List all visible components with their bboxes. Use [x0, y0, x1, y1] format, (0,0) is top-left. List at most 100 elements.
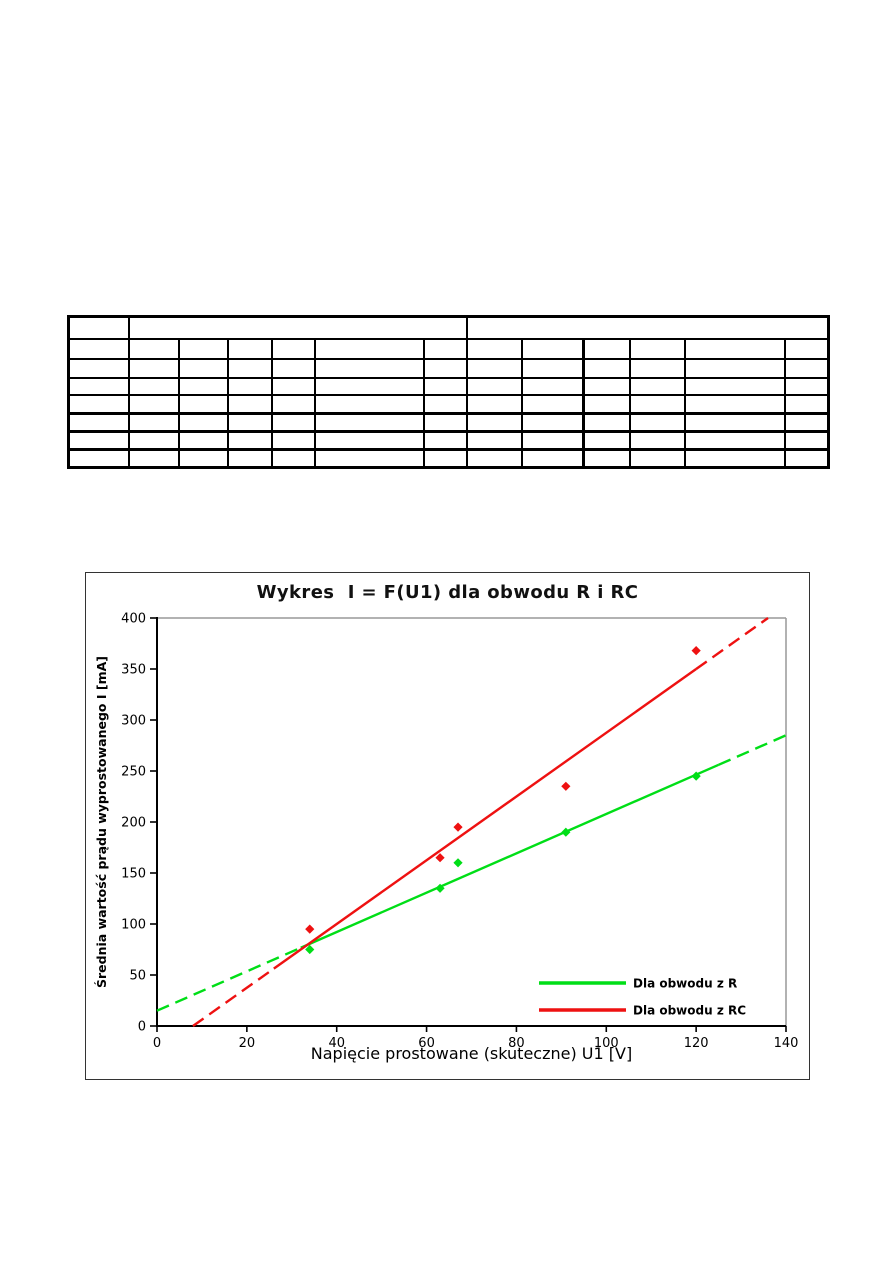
data-point — [453, 822, 463, 832]
table-cell — [683, 376, 786, 396]
table-cell — [67, 337, 130, 360]
table-cell — [226, 448, 273, 469]
x-tick-label: 100 — [594, 1036, 619, 1051]
table-cell — [520, 430, 585, 451]
table-cell — [226, 412, 273, 433]
table-cell — [520, 412, 585, 433]
data-point — [561, 781, 571, 791]
table-cell — [67, 448, 130, 469]
table-row — [67, 357, 830, 379]
table-cell — [683, 357, 786, 379]
table-cell — [465, 412, 523, 433]
table-header-cell — [465, 315, 830, 340]
x-tick-label: 20 — [239, 1036, 256, 1051]
table-cell — [582, 357, 631, 379]
table-cell — [683, 430, 786, 451]
table-cell — [67, 376, 130, 396]
y-tick-label: 100 — [121, 918, 146, 933]
table-cell — [177, 376, 229, 396]
table-cell — [177, 412, 229, 433]
table-cell — [628, 412, 686, 433]
table-cell — [683, 337, 786, 360]
table-cell — [628, 448, 686, 469]
table-cell — [683, 393, 786, 415]
table-row — [67, 337, 830, 360]
table-cell — [783, 393, 830, 415]
table-cell — [226, 430, 273, 451]
table-cell — [582, 412, 631, 433]
table-cell — [628, 357, 686, 379]
x-tick-label: 40 — [328, 1036, 345, 1051]
table-cell — [177, 337, 229, 360]
x-tick-label: 60 — [418, 1036, 435, 1051]
table-cell — [422, 393, 468, 415]
table-cell — [422, 412, 468, 433]
trend-line-solid — [300, 763, 720, 949]
measurement-table — [67, 315, 831, 469]
table-row — [67, 412, 830, 433]
table-cell — [783, 357, 830, 379]
table-cell — [226, 357, 273, 379]
data-point — [435, 853, 445, 863]
chart-plot: 0 50 100 150 200 250 300 350 400 0 20 40 60 80 100 120 1… — [94, 612, 799, 1064]
table-cell — [422, 448, 468, 469]
table-cell — [465, 393, 523, 415]
x-tick-label: 120 — [684, 1036, 709, 1051]
table-cell — [520, 357, 585, 379]
table-cell — [582, 337, 631, 360]
table-cell — [127, 448, 180, 469]
table-cell — [226, 393, 273, 415]
table-cell — [628, 337, 686, 360]
trend-line-solid — [273, 668, 697, 970]
table-cell — [177, 448, 229, 469]
data-point — [305, 924, 315, 934]
table-cell — [422, 337, 468, 360]
y-tick-label: 250 — [121, 765, 146, 780]
table-cell — [465, 430, 523, 451]
data-point — [305, 944, 315, 955]
table-row — [67, 376, 830, 396]
table-cell — [582, 448, 631, 469]
table-cell — [127, 337, 180, 360]
table-cell — [127, 393, 180, 415]
x-axis-title: Napięcie prostowane (skuteczne) U1 [V] — [311, 1044, 632, 1063]
table-cell — [67, 393, 130, 415]
table-cell — [465, 357, 523, 379]
table-cell — [628, 376, 686, 396]
table-cell — [177, 357, 229, 379]
table-cell — [67, 412, 130, 433]
table-cell — [783, 337, 830, 360]
trend-line-dashed — [192, 967, 275, 1027]
x-tick-label: 80 — [508, 1036, 525, 1051]
table-cell — [783, 376, 830, 396]
data-point — [561, 827, 571, 837]
table-cell — [127, 357, 180, 379]
table-cell — [465, 448, 523, 469]
y-tick-label: 50 — [129, 969, 146, 984]
table-cell — [465, 337, 523, 360]
table-row — [67, 393, 830, 415]
x-tick-label: 140 — [774, 1036, 799, 1051]
table-header-row — [67, 315, 830, 340]
table-cell — [628, 393, 686, 415]
table-cell — [67, 430, 130, 451]
table-cell — [683, 448, 786, 469]
table-cell — [582, 430, 631, 451]
table-cell — [226, 376, 273, 396]
table-cell — [520, 376, 585, 396]
table-cell — [683, 412, 786, 433]
chart-title: Wykres I = F(U1) dla obwodu R i RC — [256, 582, 639, 603]
data-point — [435, 883, 445, 893]
table-cell — [270, 430, 316, 451]
table-cell — [313, 448, 425, 469]
trend-line-dashed — [695, 617, 769, 670]
table-cell — [226, 337, 273, 360]
table-row — [67, 430, 830, 451]
table-cell — [783, 430, 830, 451]
table-cell — [783, 412, 830, 433]
table-cell — [465, 376, 523, 396]
table-cell — [520, 337, 585, 360]
y-tick-label: 400 — [121, 612, 146, 627]
y-tick-label: 300 — [121, 714, 146, 729]
table-cell — [313, 412, 425, 433]
